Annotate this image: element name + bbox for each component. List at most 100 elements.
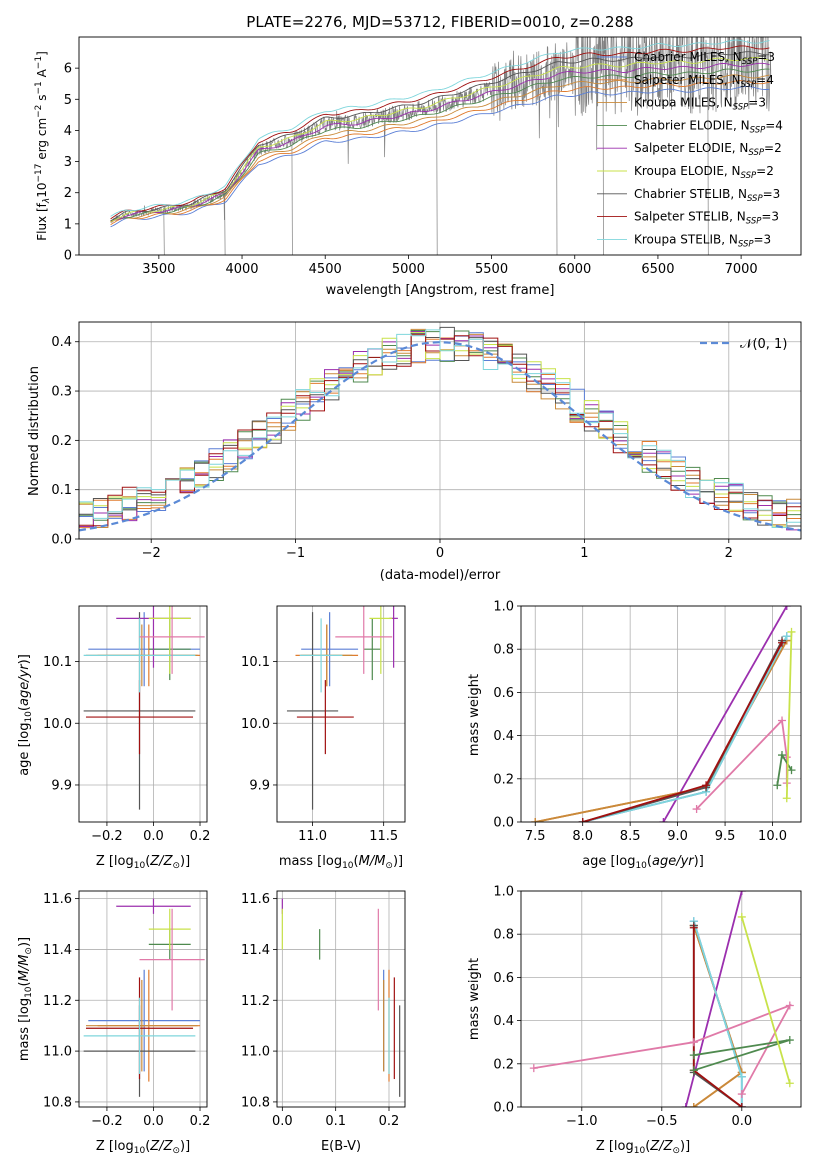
x-tick-label: 1 — [580, 546, 588, 561]
weight-marker — [529, 1064, 538, 1073]
y-tick-label: 11.4 — [43, 943, 72, 958]
weight-marker — [785, 1036, 794, 1045]
age_vs_mass-plot-area — [286, 606, 398, 810]
y-tick-label: 0.8 — [493, 928, 514, 943]
mass-vs-metallicity-panel: −0.2 0.0 0.2 10.8 11.0 11.2 11.4 11.6 — [43, 890, 211, 1129]
wAge-xlabel: age [log10(age/yr)] — [582, 854, 704, 871]
observed-spectrum — [110, 37, 772, 255]
y-tick-label: 11.6 — [43, 892, 72, 907]
ageZ-ylabel: age [log10(age/yr)] — [17, 654, 34, 776]
x-tick-label: 0.0 — [143, 829, 164, 844]
wZ-xlabel: Z [log10(Z/Z⊙)] — [596, 1139, 690, 1156]
age-vs-mass-panel: 11.0 11.5 9.9 10.0 10.1 — [241, 605, 406, 844]
y-tick-label: 10.8 — [43, 1095, 72, 1110]
weight-marker — [737, 912, 746, 921]
spectrum-plot-area — [110, 37, 772, 255]
weight-marker — [659, 818, 668, 822]
age_vs_Z-grid — [79, 606, 207, 822]
weight-marker — [689, 1103, 698, 1107]
y-tick-label: 10.0 — [241, 717, 270, 732]
mass-vs-extinction-panel: 0.0 0.1 0.2 10.8 11.0 11.2 11.4 11.6 — [241, 890, 406, 1129]
y-tick-label: 0.8 — [493, 643, 514, 658]
mass_vs_Z-frame — [78, 890, 208, 1108]
weight-marker — [778, 638, 787, 647]
legend-label: Salpeter MILES, NSSP=4 — [634, 73, 774, 90]
x-tick-label: −0.2 — [91, 829, 123, 844]
x-tick-label: 6000 — [558, 262, 591, 277]
spectrum-frame — [78, 36, 802, 256]
model-spectrum — [110, 62, 770, 222]
x-tick-label: 5500 — [475, 262, 508, 277]
weight-marker — [782, 606, 791, 610]
weight-marker — [787, 766, 796, 775]
y-tick-label: 11.2 — [241, 994, 270, 1009]
legend-label: Salpeter STELIB, NSSP=3 — [634, 210, 779, 227]
x-tick-label: −1 — [286, 546, 305, 561]
model-spectrum — [110, 80, 770, 226]
wZ-ylabel: mass weight — [467, 958, 482, 1040]
x-tick-label: 9.5 — [715, 829, 736, 844]
model-spectrum — [110, 39, 770, 217]
weight-marker — [692, 805, 701, 814]
residuals-xlabel: (data-model)/error — [380, 568, 501, 583]
y-tick-label: 4 — [64, 124, 72, 139]
weight-track-line — [692, 927, 743, 1107]
model-spectrum — [110, 74, 770, 223]
weight-marker — [737, 1103, 746, 1107]
x-tick-label: −0.2 — [91, 1114, 123, 1129]
y-tick-label: 10.1 — [241, 655, 270, 670]
legend-label: Kroupa MILES, NSSP=3 — [634, 96, 766, 113]
weight-marker — [681, 1103, 690, 1107]
x-tick-label: 7000 — [725, 262, 758, 277]
weight-track-line — [740, 916, 791, 1084]
y-tick-label: 11.4 — [241, 943, 270, 958]
y-tick-label: 10.0 — [43, 717, 72, 732]
weight-marker — [531, 818, 540, 822]
y-tick-label: 11.0 — [241, 1045, 270, 1060]
y-tick-label: 0.2 — [493, 772, 514, 787]
age_vs_mass-grid — [277, 606, 405, 822]
y-tick-label: 0.4 — [493, 1014, 514, 1029]
x-tick-label: 8.0 — [572, 829, 593, 844]
y-tick-label: 1 — [64, 217, 72, 232]
y-tick-label: 9.9 — [249, 778, 270, 793]
y-tick-label: 0.4 — [51, 335, 72, 350]
weight-track-line — [692, 925, 743, 1107]
weight-track-line — [692, 925, 743, 1107]
x-tick-label: 0.1 — [325, 1114, 346, 1129]
y-tick-label: 1.0 — [493, 885, 514, 900]
x-tick-label: 3500 — [142, 262, 175, 277]
weight-marker — [689, 1038, 698, 1047]
weight-vs-age-panel: 7.5 8.0 8.5 9.0 9.5 10.0 0.0 0.2 0.4 0.6 0.8 1.0 — [493, 600, 802, 844]
weight-marker — [782, 794, 791, 803]
x-tick-label: 0 — [436, 546, 444, 561]
y-tick-label: 2 — [64, 186, 72, 201]
weight-marker — [689, 1066, 698, 1075]
ageZ-xlabel: Z [log10(Z/Z⊙)] — [96, 854, 190, 871]
y-tick-label: 11.0 — [43, 1045, 72, 1060]
weight-track-line — [662, 606, 788, 822]
gaussian-reference-line — [79, 341, 801, 532]
y-tick-label: 0.6 — [493, 971, 514, 986]
x-tick-label: 2 — [725, 546, 733, 561]
model-spectrum — [110, 68, 770, 222]
weight-marker — [737, 1072, 746, 1081]
weight-marker — [778, 751, 787, 760]
y-tick-label: 0.0 — [493, 816, 514, 831]
x-tick-label: −1.0 — [566, 1114, 598, 1129]
x-tick-label: −0.5 — [646, 1114, 678, 1129]
x-tick-label: −2 — [142, 546, 161, 561]
weight_vs_Z-grid — [521, 890, 801, 1108]
x-tick-label: 0.2 — [190, 1114, 211, 1129]
age_vs_mass-frame — [276, 605, 406, 823]
x-tick-label: 10.0 — [758, 829, 787, 844]
y-tick-label: 0.4 — [493, 729, 514, 744]
age_vs_Z-frame — [78, 605, 208, 823]
x-tick-label: 4500 — [309, 262, 342, 277]
mass_vs_Z-plot-area — [83, 898, 205, 1097]
residuals-panel: −2 −1 0 1 2 0.0 0.1 0.2 0.3 0.4 𝒩(0, 1) — [51, 321, 802, 561]
x-tick-label: 4000 — [225, 262, 258, 277]
x-tick-label: 0.0 — [731, 1114, 752, 1129]
x-tick-label: 0.0 — [272, 1114, 293, 1129]
